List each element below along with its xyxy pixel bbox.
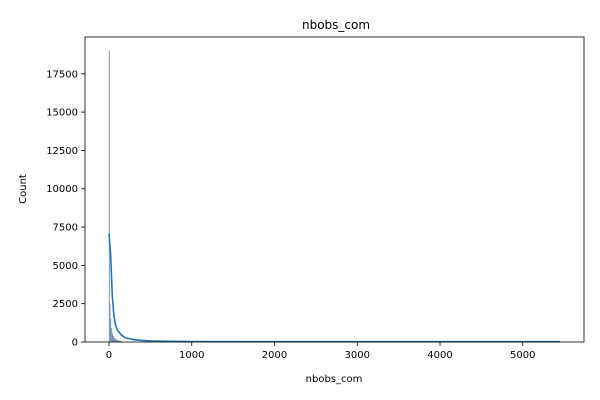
y-tick-label: 15000: [46, 108, 78, 119]
histogram-bar-0: [108, 50, 110, 343]
x-axis-title: nbobs_com: [306, 374, 363, 385]
y-tick-label: 7500: [53, 223, 78, 234]
x-tick-label: 3000: [345, 350, 370, 361]
histogram-bars: [108, 50, 123, 343]
y-tick-label: 10000: [46, 184, 78, 195]
y-tick-label: 12500: [46, 146, 78, 157]
plot-area-frame: [84, 36, 585, 343]
y-tick-label: 0: [72, 338, 78, 349]
kde-line: [108, 233, 560, 343]
x-axis: 0 1000 2000 3000 4000 5000: [106, 342, 535, 361]
x-tick-label: 0: [106, 350, 112, 361]
y-axis-title: Count: [18, 174, 29, 204]
x-tick-label: 5000: [510, 350, 535, 361]
x-tick-label: 1000: [179, 350, 204, 361]
y-tick-label: 2500: [53, 299, 78, 310]
y-tick-label: 5000: [53, 261, 78, 272]
chart-title: nbobs_com: [302, 18, 370, 32]
y-axis: 0 2500 5000 7500 10000 12500 15000 17500: [46, 69, 85, 349]
x-tick-label: 2000: [262, 350, 287, 361]
x-tick-label: 4000: [427, 350, 452, 361]
y-tick-label: 17500: [46, 69, 78, 80]
